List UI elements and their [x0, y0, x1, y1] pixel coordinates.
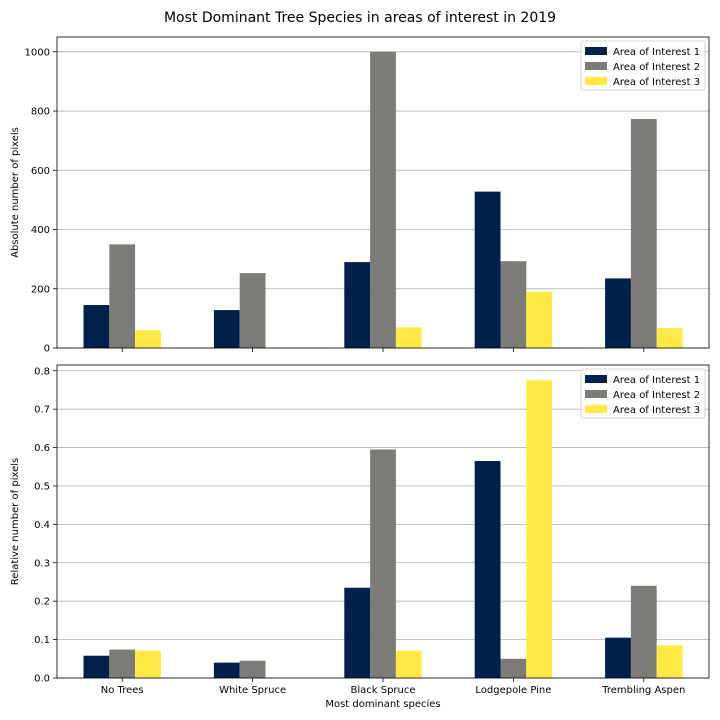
- bar-area-of-interest-3-trembling-aspen: [656, 328, 683, 348]
- bar-area-of-interest-1-no-trees: [83, 655, 110, 678]
- x-tick-label: Trembling Aspen: [601, 685, 685, 696]
- y-tick-label: 0.8: [34, 366, 50, 377]
- bar-area-of-interest-2-black-spruce: [370, 449, 396, 678]
- legend-box: [580, 368, 706, 419]
- legend-box: [580, 40, 706, 91]
- legend-label-area-of-interest-2: Area of Interest 2: [613, 62, 700, 73]
- legend-swatch-area-of-interest-3: [585, 77, 607, 85]
- y-tick-label: 400: [31, 225, 50, 236]
- bar-area-of-interest-2-trembling-aspen: [630, 585, 657, 678]
- bar-area-of-interest-2-lodgepole-pine: [500, 261, 527, 348]
- x-tick-label: Lodgepole Pine: [475, 685, 551, 696]
- plot-frame: [56, 364, 710, 679]
- legend-swatch-area-of-interest-2: [585, 390, 607, 398]
- bar-area-of-interest-2-no-trees: [109, 244, 136, 348]
- legend-swatch-area-of-interest-3: [585, 405, 607, 413]
- y-tick-label: 600: [31, 166, 50, 177]
- x-tick-label: No Trees: [101, 685, 144, 696]
- bar-area-of-interest-1-lodgepole-pine: [474, 191, 501, 348]
- figure-title: Most Dominant Tree Species in areas of i…: [163, 10, 557, 26]
- y-axis-label: Relative number of pixels: [10, 458, 21, 585]
- y-tick-label: 0.3: [34, 558, 50, 569]
- bar-area-of-interest-2-trembling-aspen: [630, 119, 657, 348]
- legend-label-area-of-interest-2: Area of Interest 2: [613, 390, 700, 401]
- bar-area-of-interest-3-trembling-aspen: [656, 645, 683, 678]
- y-tick-label: 0.2: [34, 597, 50, 608]
- bar-area-of-interest-1-white-spruce: [213, 662, 240, 678]
- y-tick-label: 1000: [25, 47, 50, 58]
- legend-label-area-of-interest-1: Area of Interest 1: [613, 375, 700, 386]
- bar-area-of-interest-2-lodgepole-pine: [500, 658, 527, 678]
- bar-area-of-interest-1-trembling-aspen: [605, 637, 631, 678]
- bar-area-of-interest-1-lodgepole-pine: [474, 461, 501, 678]
- bar-area-of-interest-3-lodgepole-pine: [526, 380, 553, 678]
- y-tick-label: 0.6: [34, 443, 50, 454]
- bar-area-of-interest-1-black-spruce: [344, 262, 371, 348]
- legend-swatch-area-of-interest-1: [585, 375, 607, 383]
- y-tick-label: 0.7: [34, 405, 50, 416]
- bar-area-of-interest-2-white-spruce: [239, 273, 266, 348]
- x-tick-label: Black Spruce: [350, 685, 415, 696]
- bar-area-of-interest-3-no-trees: [135, 650, 161, 678]
- bar-area-of-interest-1-trembling-aspen: [605, 278, 631, 348]
- y-tick-label: 0.4: [34, 520, 50, 531]
- bar-area-of-interest-2-black-spruce: [370, 51, 396, 349]
- bar-area-of-interest-2-no-trees: [109, 649, 136, 678]
- legend-label-area-of-interest-1: Area of Interest 1: [613, 47, 700, 58]
- y-tick-label: 800: [31, 107, 50, 118]
- bar-area-of-interest-3-black-spruce: [395, 327, 422, 348]
- y-tick-label: 0.5: [34, 481, 50, 492]
- plot-frame: [56, 36, 710, 349]
- y-tick-label: 0: [44, 344, 50, 355]
- legend-label-area-of-interest-3: Area of Interest 3: [613, 77, 700, 88]
- bar-area-of-interest-2-white-spruce: [239, 660, 266, 678]
- bar-area-of-interest-1-black-spruce: [344, 587, 371, 678]
- legend-swatch-area-of-interest-2: [585, 62, 607, 70]
- bar-area-of-interest-3-no-trees: [135, 330, 161, 348]
- legend-label-area-of-interest-3: Area of Interest 3: [613, 405, 700, 416]
- x-tick-label: White Spruce: [219, 685, 286, 696]
- y-tick-label: 200: [31, 284, 50, 295]
- y-tick-label: 0.0: [34, 674, 50, 685]
- y-tick-label: 0.1: [34, 635, 50, 646]
- bar-area-of-interest-3-black-spruce: [395, 650, 422, 678]
- bar-area-of-interest-1-no-trees: [83, 305, 110, 348]
- x-axis-label: Most dominant species: [325, 699, 440, 710]
- y-axis-label: Absolute number of pixels: [10, 127, 21, 258]
- bar-area-of-interest-1-white-spruce: [213, 310, 240, 348]
- bar-area-of-interest-3-lodgepole-pine: [526, 291, 553, 348]
- legend-swatch-area-of-interest-1: [585, 47, 607, 55]
